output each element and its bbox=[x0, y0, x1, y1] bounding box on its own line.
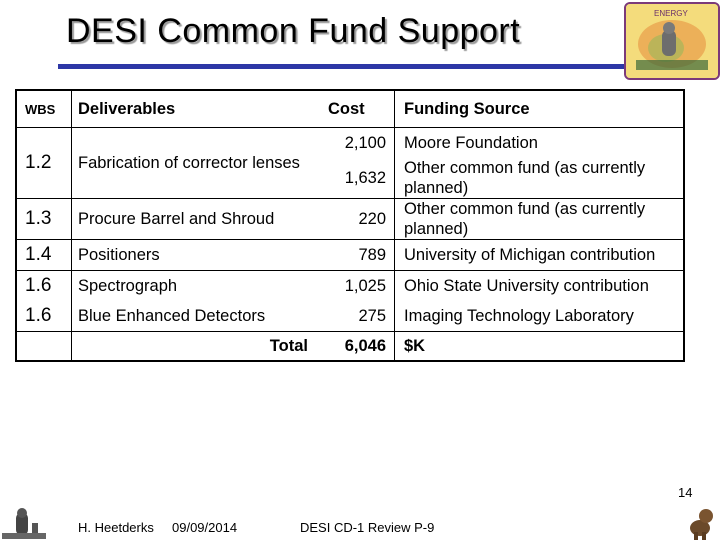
cost-cell: 789 bbox=[314, 239, 395, 271]
header-funding-source: Funding Source bbox=[394, 90, 684, 128]
table-row: 1.6 Spectrograph 1,025 Ohio State Univer… bbox=[16, 270, 684, 301]
deliverable-cell: Positioners bbox=[71, 239, 314, 271]
table-row: 1,632 Other common fund (as currently pl… bbox=[16, 158, 684, 199]
footer-date: 09/09/2014 bbox=[172, 520, 238, 535]
total-label: Total bbox=[71, 331, 314, 361]
source-cell: University of Michigan contribution bbox=[394, 239, 684, 271]
table-header-row: WBS Deliverables Cost Funding Source bbox=[16, 90, 684, 128]
header-deliverables: Deliverables bbox=[71, 90, 314, 128]
total-unit: $K bbox=[394, 331, 684, 361]
dog-icon bbox=[686, 500, 718, 545]
footer-review: DESI CD-1 Review P-9 bbox=[300, 520, 435, 535]
footer-author: H. Heetderks bbox=[78, 520, 154, 535]
wbs-cell: 1.3 bbox=[16, 198, 72, 240]
table-row: 1.4 Positioners 789 University of Michig… bbox=[16, 239, 684, 271]
deliverable-cell: Blue Enhanced Detectors bbox=[78, 306, 266, 325]
cost-cell: 1,025 bbox=[314, 270, 395, 301]
header-wbs: WBS bbox=[16, 90, 72, 128]
table-row: 1.6 Blue Enhanced Detectors 275 Imaging … bbox=[16, 301, 684, 332]
page-number: 14 bbox=[678, 485, 693, 500]
cost-cell: 1,632 bbox=[314, 158, 395, 199]
svg-text:ENERGY: ENERGY bbox=[654, 9, 688, 18]
source-cell: Imaging Technology Laboratory bbox=[404, 306, 634, 325]
title-underline bbox=[58, 64, 628, 69]
cost-cell: 2,100 bbox=[314, 127, 395, 158]
source-cell: Other common fund (as currently planned) bbox=[394, 158, 684, 199]
cost-cell: 275 bbox=[314, 301, 395, 332]
wbs-cell: 1.6 bbox=[16, 301, 72, 332]
energy-logo-icon: ENERGY bbox=[626, 4, 718, 78]
funding-table: WBS Deliverables Cost Funding Source 1.2… bbox=[15, 89, 685, 362]
source-cell: Moore Foundation bbox=[404, 133, 538, 152]
wbs-cell: 1.6 bbox=[16, 270, 72, 301]
deliverable-cell: Procure Barrel and Shroud bbox=[71, 198, 314, 240]
source-cell: Other common fund (as currently planned) bbox=[394, 198, 684, 240]
table-row: 1.2 Fabrication of corrector lenses 2,10… bbox=[16, 127, 684, 199]
header-cost: Cost bbox=[314, 90, 395, 128]
total-cost: 6,046 bbox=[314, 331, 395, 361]
source-cell: Ohio State University contribution bbox=[404, 276, 649, 295]
wbs-cell: 1.4 bbox=[16, 239, 72, 271]
total-wbs-cell bbox=[16, 331, 72, 361]
deliverable-cell: Fabrication of corrector lenses bbox=[71, 127, 314, 199]
cost-cell: 220 bbox=[314, 198, 395, 240]
slide-title: DESI Common Fund Support bbox=[66, 12, 521, 50]
total-row: Total 6,046 $K bbox=[16, 331, 684, 361]
telescope-icon bbox=[2, 505, 46, 544]
table-row: 1.3 Procure Barrel and Shroud 220 Other … bbox=[16, 198, 684, 240]
wbs-cell: 1.2 bbox=[16, 127, 72, 199]
energy-logo: ENERGY bbox=[624, 2, 720, 80]
deliverable-cell: Spectrograph bbox=[78, 276, 178, 295]
